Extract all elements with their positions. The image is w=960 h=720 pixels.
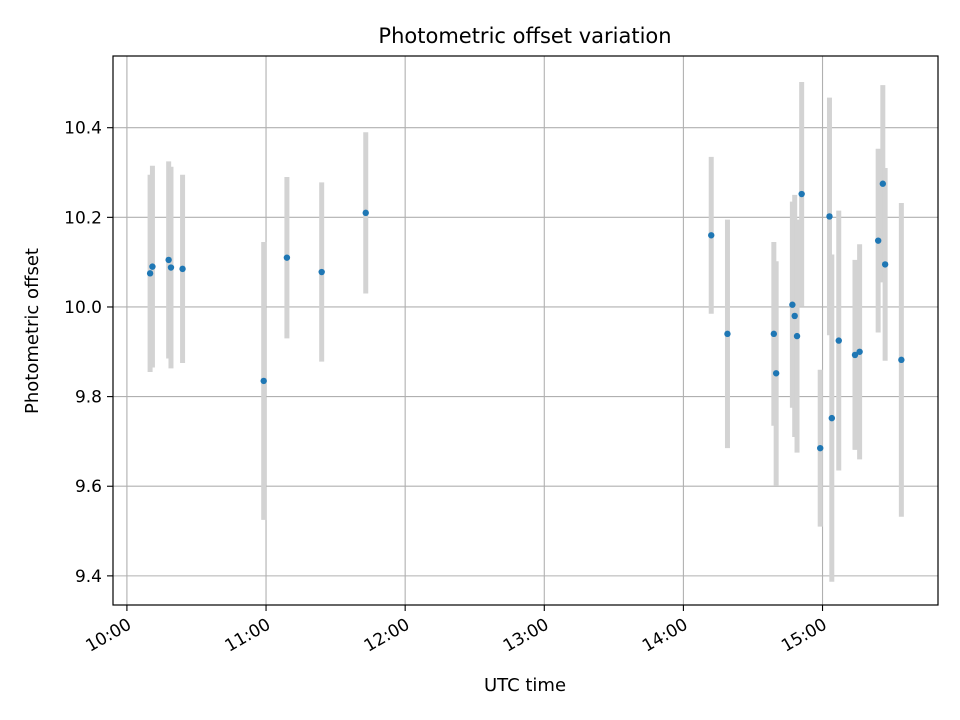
data-point [770,330,778,338]
data-point [798,190,805,198]
data-point [828,414,836,422]
data-points [146,180,905,452]
data-point [817,444,824,452]
data-point [789,301,796,308]
y-tick-label: 10.2 [64,208,102,228]
data-point [835,337,842,344]
data-point [856,348,863,355]
plot-frame [112,55,939,606]
y-axis-label: Photometric offset [22,248,43,414]
data-point [851,351,859,359]
data-point [179,265,186,273]
data-point [283,254,291,261]
data-point [791,312,798,320]
data-point [149,263,156,270]
data-point [881,261,889,268]
data-point [165,256,172,264]
y-tick-label: 9.6 [75,477,102,497]
data-point [708,232,715,239]
chart-title: Photometric offset variation [378,24,671,48]
y-tick-label: 9.4 [75,567,102,587]
data-point [167,264,175,271]
data-point [362,209,369,217]
data-point [793,332,801,340]
data-point [874,237,882,244]
x-axis-label: UTC time [484,675,566,696]
data-point [898,356,905,364]
data-point [260,377,267,385]
data-point [826,213,833,220]
data-point [879,180,887,187]
y-tick-label: 10.4 [64,119,102,139]
data-point [772,370,780,377]
data-point [318,268,325,276]
grid [113,56,938,605]
y-tick-label: 10.0 [64,298,102,318]
data-point [724,330,731,338]
y-tick-label: 9.8 [75,388,102,408]
data-point [146,270,154,277]
